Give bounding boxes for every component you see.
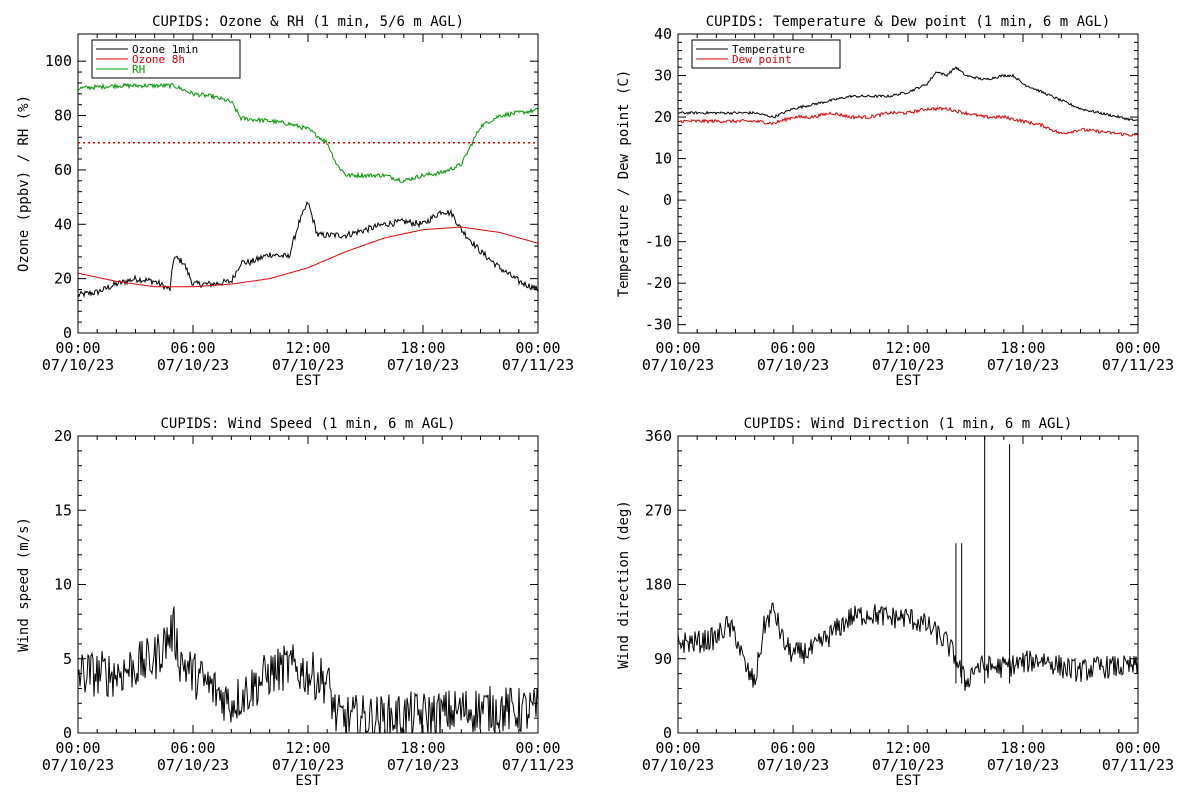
y-tick-label: 0 xyxy=(663,191,672,209)
y-tick-label: -20 xyxy=(645,274,672,292)
y-tick-label: 20 xyxy=(54,270,72,288)
series-line-1 xyxy=(678,602,1138,691)
plot-frame xyxy=(677,435,1139,734)
x-tick-label: 00:00 xyxy=(55,339,100,357)
x-tick-label: 00:00 xyxy=(515,739,560,757)
chart-panel-4: CUPIDS: Wind Direction (1 min, 6 m AGL) 0… xyxy=(616,416,1174,789)
x-tick-date: 07/10/23 xyxy=(872,756,944,774)
x-tick-date: 07/10/23 xyxy=(42,356,114,374)
chart-title: CUPIDS: Wind Speed (1 min, 6 m AGL) xyxy=(160,416,455,432)
y-tick-label: 60 xyxy=(54,161,72,179)
series-line-1 xyxy=(678,66,1138,122)
x-tick-date: 07/10/23 xyxy=(157,756,229,774)
x-tick-date: 07/11/23 xyxy=(1102,356,1174,374)
y-tick-label: 80 xyxy=(54,107,72,125)
y-tick-label: 20 xyxy=(654,108,672,126)
x-axis-label: EST xyxy=(295,373,321,389)
x-tick-label: 12:00 xyxy=(285,339,330,357)
x-tick-date: 07/10/23 xyxy=(872,356,944,374)
plot-frame xyxy=(677,33,1139,334)
series-line-2 xyxy=(678,106,1138,137)
y-axis-label: Ozone (ppbv) / RH (%) xyxy=(16,95,32,272)
x-tick-label: 00:00 xyxy=(1115,739,1160,757)
y-tick-label: 100 xyxy=(45,52,72,70)
x-tick-date: 07/11/23 xyxy=(502,356,574,374)
x-tick-date: 07/10/23 xyxy=(757,356,829,374)
x-tick-date: 07/10/23 xyxy=(387,356,459,374)
y-tick-label: -30 xyxy=(645,316,672,334)
x-tick-label: 00:00 xyxy=(655,739,700,757)
x-tick-date: 07/10/23 xyxy=(387,756,459,774)
x-tick-label: 18:00 xyxy=(1000,739,1045,757)
plot-frame xyxy=(77,33,539,334)
y-tick-label: 0 xyxy=(663,724,672,742)
y-tick-label: 40 xyxy=(54,215,72,233)
y-tick-label: -10 xyxy=(645,233,672,251)
legend-label: Ozone 1min xyxy=(132,43,198,56)
chart-panel-1: CUPIDS: Ozone & RH (1 min, 5/6 m AGL) 0 20… xyxy=(16,14,574,389)
chart-panel-3: CUPIDS: Wind Speed (1 min, 6 m AGL) 0 5 10 1… xyxy=(16,416,574,789)
legend-label: RH xyxy=(132,63,145,76)
x-tick-label: 18:00 xyxy=(400,739,445,757)
y-tick-label: 360 xyxy=(645,427,672,445)
x-tick-date: 07/10/23 xyxy=(987,756,1059,774)
x-tick-label: 18:00 xyxy=(1000,339,1045,357)
y-axis-label: Wind speed (m/s) xyxy=(16,517,32,652)
chart-title: CUPIDS: Wind Direction (1 min, 6 m AGL) xyxy=(744,416,1073,432)
x-tick-label: 06:00 xyxy=(170,339,215,357)
x-tick-label: 06:00 xyxy=(770,739,815,757)
x-tick-date: 07/10/23 xyxy=(42,756,114,774)
y-tick-label: 5 xyxy=(63,650,72,668)
y-tick-label: 270 xyxy=(645,501,672,519)
y-tick-label: 0 xyxy=(63,324,72,342)
x-axis-label: EST xyxy=(895,773,921,789)
y-tick-label: 20 xyxy=(54,427,72,445)
y-tick-label: 10 xyxy=(54,576,72,594)
x-tick-date: 07/10/23 xyxy=(757,756,829,774)
legend-box xyxy=(691,39,841,69)
chart-title: CUPIDS: Temperature & Dew point (1 min, … xyxy=(706,14,1111,30)
series-line-2 xyxy=(78,226,538,288)
y-tick-label: 10 xyxy=(654,150,672,168)
x-tick-date: 07/10/23 xyxy=(642,356,714,374)
x-tick-date: 07/10/23 xyxy=(987,356,1059,374)
x-tick-label: 00:00 xyxy=(55,739,100,757)
legend-label: Temperature xyxy=(732,43,805,56)
x-tick-label: 00:00 xyxy=(655,339,700,357)
x-tick-label: 12:00 xyxy=(885,339,930,357)
x-tick-date: 07/11/23 xyxy=(502,756,574,774)
x-tick-date: 07/10/23 xyxy=(272,756,344,774)
x-tick-label: 00:00 xyxy=(515,339,560,357)
legend-label: Ozone 8h xyxy=(132,53,185,66)
series-line-3 xyxy=(78,82,538,183)
x-tick-date: 07/10/23 xyxy=(642,756,714,774)
x-tick-label: 12:00 xyxy=(285,739,330,757)
y-tick-label: 0 xyxy=(63,724,72,742)
y-tick-label: 40 xyxy=(654,25,672,43)
chart-title: CUPIDS: Ozone & RH (1 min, 5/6 m AGL) xyxy=(152,14,464,30)
y-axis-label: Temperature / Dew point (C) xyxy=(616,70,632,298)
x-tick-label: 18:00 xyxy=(400,339,445,357)
x-tick-date: 07/10/23 xyxy=(157,356,229,374)
y-axis-label: Wind direction (deg) xyxy=(616,500,632,669)
x-axis-label: EST xyxy=(295,773,321,789)
x-tick-label: 12:00 xyxy=(885,739,930,757)
y-tick-label: 180 xyxy=(645,576,672,594)
y-tick-label: 30 xyxy=(654,67,672,85)
x-tick-date: 07/10/23 xyxy=(272,356,344,374)
x-tick-date: 07/11/23 xyxy=(1102,756,1174,774)
y-tick-label: 90 xyxy=(654,650,672,668)
series-line-1 xyxy=(78,200,538,299)
x-tick-label: 06:00 xyxy=(170,739,215,757)
x-axis-label: EST xyxy=(895,373,921,389)
x-tick-label: 06:00 xyxy=(770,339,815,357)
y-tick-label: 15 xyxy=(54,501,72,519)
legend-label: Dew point xyxy=(732,53,792,66)
series-line-1 xyxy=(78,606,538,733)
chart-panel-2: CUPIDS: Temperature & Dew point (1 min, … xyxy=(616,14,1174,389)
x-tick-label: 00:00 xyxy=(1115,339,1160,357)
